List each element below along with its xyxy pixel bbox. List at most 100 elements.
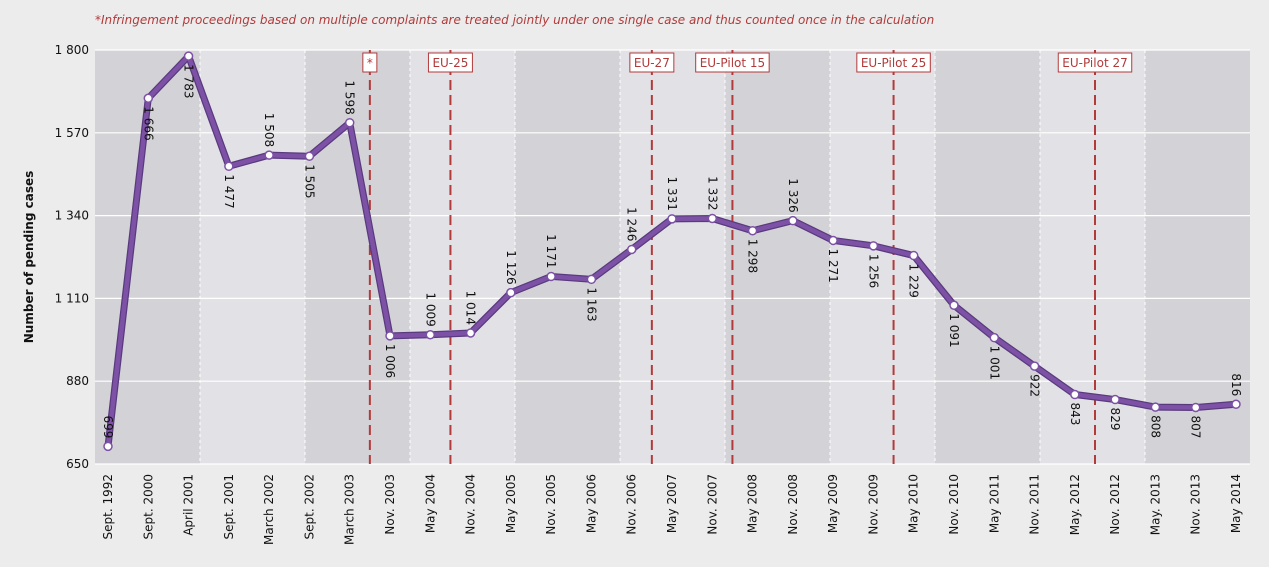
x-tick-label: Nov. 2010 (947, 474, 961, 535)
event-label: EU-Pilot 25 (861, 56, 926, 70)
x-tick-label: Nov. 2006 (625, 474, 639, 535)
data-point (344, 117, 355, 128)
y-tick-label: 880 (66, 374, 89, 388)
data-label: 1 171 (544, 234, 558, 268)
event-label-box (1057, 52, 1133, 73)
x-tick-label: Nov. 2008 (786, 474, 800, 535)
event-label: EU-25 (432, 56, 468, 70)
data-label: 1 014 (464, 291, 478, 325)
data-point (1150, 402, 1161, 412)
data-point (828, 235, 838, 246)
y-tick-label: 1 800 (55, 43, 89, 57)
data-point (465, 328, 476, 338)
data-point (506, 287, 516, 298)
x-tick-label: May 2004 (423, 474, 437, 533)
x-tick-label: May. 2013 (1148, 474, 1162, 535)
data-point (264, 150, 274, 160)
x-tick-label: Sept. 2001 (222, 474, 236, 540)
x-tick-label: May 2007 (665, 474, 679, 533)
data-label: 1 091 (947, 313, 961, 347)
y-tick-label: 1 340 (55, 209, 89, 223)
event-label: EU-Pilot 27 (1062, 56, 1127, 70)
event-label: EU-Pilot 15 (700, 56, 765, 70)
x-tick-label: May 2009 (826, 474, 840, 533)
x-tick-label: Nov. 2004 (464, 474, 478, 535)
x-tick-label: May 2008 (746, 474, 760, 533)
x-tick-label: May 2006 (584, 474, 598, 533)
data-label: 808 (1148, 415, 1162, 438)
x-tick-label: Nov. 2011 (1028, 474, 1042, 535)
event-label-box (362, 52, 378, 73)
data-label: 1 326 (786, 178, 800, 212)
event-label: EU-27 (634, 56, 670, 70)
data-label: 1 271 (826, 248, 840, 282)
data-point (908, 250, 919, 261)
data-label: 1 009 (423, 292, 437, 326)
plot-band (935, 50, 1040, 464)
data-point (103, 441, 113, 452)
data-point (1029, 361, 1040, 371)
data-label: 1 331 (665, 176, 679, 210)
data-label: 1 332 (705, 176, 719, 210)
x-tick-label: Nov. 2012 (1108, 474, 1122, 535)
data-point (1231, 399, 1241, 409)
event-label: * (367, 56, 373, 70)
x-tick-label: Nov. 2005 (544, 474, 558, 535)
x-tick-label: Nov. 2013 (1189, 474, 1203, 535)
plot-band (200, 50, 305, 464)
data-label: 1 229 (907, 264, 921, 298)
plot-band (725, 50, 830, 464)
x-tick-label: May 2014 (1229, 474, 1243, 533)
data-label: 699 (101, 415, 115, 438)
data-point (788, 215, 798, 226)
y-tick-label: 1 110 (55, 291, 89, 305)
data-point (1070, 389, 1080, 400)
data-label: 1 666 (141, 106, 155, 140)
x-tick-label: May 2010 (907, 474, 921, 533)
data-point (949, 300, 959, 310)
data-label: 1 006 (383, 344, 397, 378)
data-point (626, 244, 637, 255)
data-point (667, 214, 677, 224)
data-point (304, 151, 315, 161)
x-tick-label: Sept. 2000 (141, 474, 155, 540)
data-label: 807 (1189, 415, 1203, 438)
x-tick-label: March 2002 (262, 474, 276, 545)
y-tick-label: 1 570 (55, 126, 89, 140)
event-label-box (629, 52, 675, 73)
data-point (989, 332, 1000, 343)
y-tick-label: 650 (66, 457, 89, 471)
plot-band (410, 50, 515, 464)
x-tick-label: April 2001 (182, 474, 196, 536)
data-label: 1 001 (987, 346, 1001, 380)
data-label: 1 508 (262, 113, 276, 147)
data-label: 1 246 (625, 207, 639, 241)
x-tick-label: Nov. 2003 (383, 474, 397, 535)
x-tick-label: Nov. 2009 (866, 474, 880, 535)
data-label: 1 298 (746, 239, 760, 273)
data-label: 922 (1028, 374, 1042, 397)
data-point (183, 51, 194, 61)
data-point (143, 93, 154, 103)
x-tick-label: May. 2012 (1068, 474, 1082, 535)
data-point (707, 213, 718, 224)
plot-band (620, 50, 725, 464)
x-tick-label: May 2005 (504, 474, 518, 533)
x-tick-label: Sept. 2002 (302, 474, 316, 540)
data-label: 1 256 (866, 254, 880, 288)
event-label-box (427, 52, 473, 73)
data-point (546, 271, 556, 282)
x-tick-label: Sept. 1992 (101, 474, 115, 540)
data-point (586, 274, 597, 285)
data-label: 829 (1108, 408, 1122, 431)
data-label: 1 126 (504, 250, 518, 284)
data-point (868, 241, 879, 251)
plot-band (515, 50, 620, 464)
data-label: 1 163 (584, 287, 598, 321)
data-point (224, 161, 234, 172)
event-label-box (856, 52, 931, 73)
data-label: 1 783 (182, 64, 196, 98)
plot-band (305, 50, 410, 464)
data-label: 1 505 (302, 164, 316, 198)
